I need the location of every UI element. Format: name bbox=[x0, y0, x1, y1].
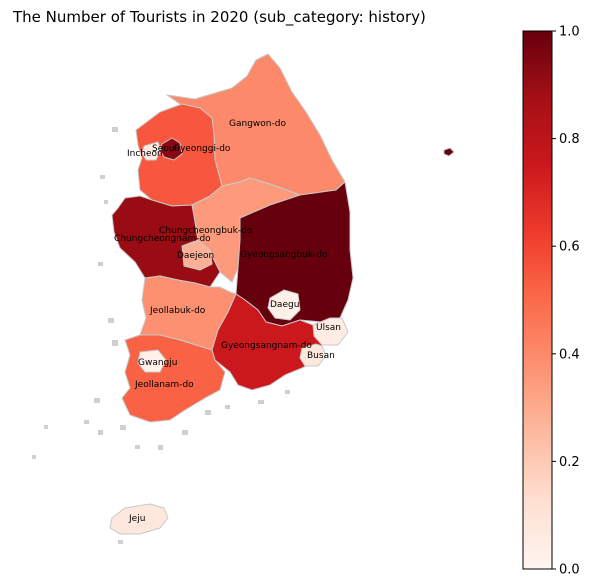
colorbar-tick-label: 0.4 bbox=[559, 347, 580, 362]
label-gwangju: Gwangju bbox=[138, 358, 177, 368]
label-gyeongbuk: Gyeongsangbuk-do bbox=[240, 250, 328, 260]
colorbar-tick-label: 0.2 bbox=[559, 455, 580, 470]
label-jeonbuk: Jeollabuk-do bbox=[149, 306, 206, 316]
region-incheon bbox=[141, 141, 162, 161]
label-jeju: Jeju bbox=[128, 514, 145, 524]
label-gangwon: Gangwon-do bbox=[229, 119, 286, 129]
region-daejeon bbox=[181, 239, 213, 271]
region-ulleung bbox=[443, 147, 455, 157]
label-incheon: Incheon bbox=[127, 149, 163, 159]
coastal-islands bbox=[32, 127, 290, 544]
label-daejeon: Daejeon bbox=[177, 251, 214, 261]
region-busan bbox=[299, 343, 327, 367]
colorbar-tick-label: 0.6 bbox=[559, 240, 580, 255]
region-daegu bbox=[267, 289, 301, 321]
label-seoul: Seoul bbox=[152, 144, 177, 154]
label-chungnam: Chungcheongnam-do bbox=[114, 234, 211, 244]
label-ulsan: Ulsan bbox=[316, 323, 341, 333]
label-busan: Busan bbox=[307, 351, 335, 361]
label-gyeongnam: Gyeongsangnam-do bbox=[221, 341, 312, 351]
colorbar-ticks: 0.0 0.2 0.4 0.6 0.8 1.0 bbox=[552, 25, 580, 578]
label-chungbuk: Chungcheongbuk-do bbox=[159, 226, 253, 236]
colorbar-tick-label: 0.0 bbox=[559, 563, 580, 578]
region-gwangju bbox=[137, 349, 167, 373]
colorbar-tick-label: 0.8 bbox=[559, 132, 580, 147]
region-jeju bbox=[109, 503, 169, 535]
colorbar-tick-label: 1.0 bbox=[559, 25, 580, 40]
label-daegu: Daegu bbox=[270, 300, 299, 310]
regions-layer bbox=[109, 53, 455, 535]
label-jeonnam: Jeollanam-do bbox=[134, 380, 194, 390]
region-labels: Gangwon-do Gyeonggi-do Seoul Incheon Chu… bbox=[114, 119, 341, 524]
colorbar: 0.0 0.2 0.4 0.6 0.8 1.0 bbox=[522, 25, 580, 578]
colorbar-scale bbox=[522, 30, 553, 570]
chart-title: The Number of Tourists in 2020 (sub_cate… bbox=[13, 8, 426, 26]
label-gyeonggi: Gyeonggi-do bbox=[173, 144, 231, 154]
